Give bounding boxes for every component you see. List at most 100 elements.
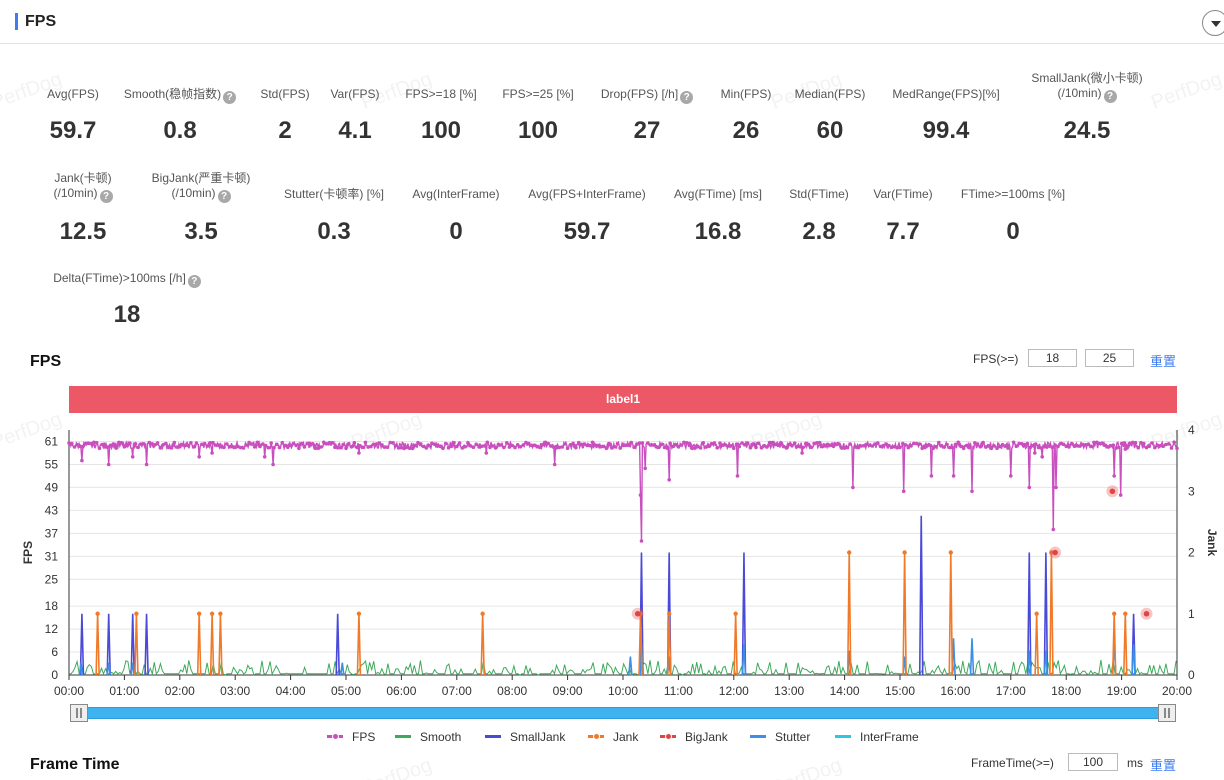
series-jank-point [902,550,907,555]
series-fps-point [1108,443,1113,448]
y-tick-label: 18 [45,599,59,613]
series-fps-point [751,442,755,446]
frametime-chart-title: Frame Time [30,756,120,773]
series-fps-line [68,439,1178,542]
help-icon[interactable]: ? [187,275,201,288]
series-fps-point [840,446,844,450]
series-fps-point [1061,442,1066,447]
series-fps-point [543,440,548,445]
y2-axis-title: Jank [1205,529,1219,557]
help-icon[interactable]: ? [99,190,113,203]
metric-label-text: Drop(FPS) [/h] [600,87,679,101]
series-fps-point [496,442,501,447]
help-icon[interactable]: ? [217,190,231,203]
metric-value: 4.1 [338,117,372,144]
series-fps-point [216,443,221,448]
metric-value: 100 [420,117,462,144]
series-fps-point [200,442,204,447]
metric-metrics_row1-10: SmallJank(微小卡顿) (/10min)? 24.5 [1017,71,1157,144]
series-fps-point [801,445,805,450]
frametime-reset-button[interactable]: 重置 [1150,758,1177,773]
collapse-button[interactable] [1202,10,1224,36]
metric-value: 12.5 [59,218,107,245]
series-fps-point [970,489,974,494]
series-fps-point [479,444,484,448]
legend-item-bigjank[interactable]: BigJank [660,730,728,744]
series-stutter-spike [340,662,345,676]
series-fps-point [1078,444,1082,448]
series-fps-point [557,445,562,450]
series-fps-point [233,445,237,450]
series-fps-point [1144,445,1149,450]
series-fps-point [707,444,711,449]
series-fps-point [629,440,634,445]
slider-right-handle[interactable] [1158,704,1176,722]
label-bar[interactable]: label1 [69,386,1177,413]
series-fps-point [419,442,423,446]
x-tick-label: 03:00 [220,684,250,698]
series-fps-point [701,441,706,445]
metric-label-text: Median(FPS) [794,87,866,101]
series-bigjank-point [1143,610,1150,617]
series-fps-point [136,445,141,450]
slider-track[interactable] [78,707,1168,719]
series-fps-point [624,443,628,448]
series-fps-point [484,451,489,455]
slider-left-handle[interactable] [70,704,88,722]
watermark: PerfDog [1148,68,1224,114]
series-fps-point [929,474,934,478]
series-fps-point [1175,446,1179,451]
series-fps-point [106,462,111,467]
series-fps-point [950,445,955,450]
series-fps-point [959,444,963,449]
series-fps-point [956,440,960,445]
help-icon[interactable]: ? [680,91,694,104]
series-fps-point [1111,443,1116,447]
series-fps-point [236,444,240,449]
metric-label: Std(FTime) [780,187,858,202]
help-icon[interactable]: ? [223,91,237,104]
metric-label: Avg(FPS+InterFrame) [516,187,658,202]
series-fps-point [740,441,744,445]
series-fps-point [189,441,193,445]
help-icon[interactable]: ? [1103,90,1117,103]
series-fps-point [817,440,822,445]
legend-item-jank[interactable]: Jank [588,730,638,744]
legend-swatch [660,733,676,740]
series-fps-point [640,441,645,445]
legend-item-stutter[interactable]: Stutter [750,730,810,744]
legend-item-smalljank[interactable]: SmallJank [485,730,565,744]
metric-label-text: Avg(FPS+InterFrame) [528,187,646,201]
series-fps-point [851,485,855,490]
time-range-slider[interactable] [70,704,1176,722]
metric-label: SmallJank(微小卡顿) (/10min)? [1017,71,1157,103]
legend-item-fps[interactable]: FPS [327,730,375,744]
fps-threshold-1-input[interactable] [1028,349,1077,367]
legend-item-smooth[interactable]: Smooth [395,730,461,744]
metric-label-text: FPS>=18 [%] [405,87,477,101]
legend-label: Smooth [420,730,462,744]
series-fps-point [538,445,542,450]
series-fps-point [754,445,758,450]
legend-item-interframe[interactable]: InterFrame [835,730,919,744]
series-fps-point [117,440,121,445]
series-fps-point [504,441,509,445]
series-jank-spike [134,613,139,676]
series-jank-point [134,611,139,616]
series-fps-point [881,443,886,448]
series-fps-point [474,442,479,447]
frametime-threshold-input[interactable] [1068,753,1118,771]
series-stutter-spike [1131,644,1136,676]
series-fps-point [319,445,323,449]
series-fps-point [889,445,894,449]
fps-reset-button[interactable]: 重置 [1150,354,1177,369]
fps-threshold-2-input[interactable] [1085,349,1134,367]
series-fps-point [735,474,740,478]
x-tick-label: 07:00 [442,684,472,698]
metric-label: Std(FPS) [252,87,318,102]
legend-swatch [750,735,766,738]
series-fps-point [128,441,132,445]
series-jank-point [218,611,223,616]
series-smalljank-spike [144,613,149,676]
